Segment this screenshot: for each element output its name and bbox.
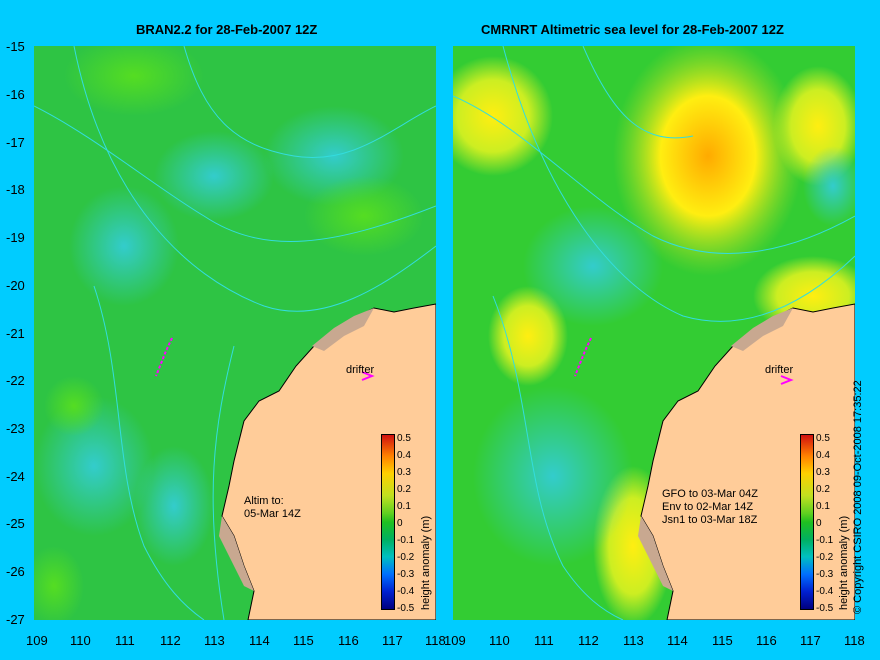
lon-tick: 112	[578, 633, 599, 648]
colorbar-tick: -0.4	[816, 586, 834, 597]
lat-tick: -15	[6, 39, 25, 54]
colorbar-tick: 0.5	[816, 433, 830, 444]
lat-tick: -26	[6, 564, 25, 579]
shark-bay-left	[219, 516, 254, 591]
colorbar-tick: 0	[397, 518, 403, 529]
left-panel-title: BRAN2.2 for 28-Feb-2007 12Z	[136, 22, 318, 37]
colorbar-tick: -0.5	[397, 603, 415, 614]
lon-tick: 115	[293, 633, 314, 648]
left-map	[34, 46, 436, 620]
lat-tick: -18	[6, 182, 25, 197]
lat-tick: -20	[6, 278, 25, 293]
colorbar-tick: -0.3	[397, 569, 415, 580]
lon-tick: 111	[115, 633, 135, 648]
lon-tick: 117	[800, 633, 821, 648]
lon-tick: 116	[338, 633, 359, 648]
colorbar-tick: -0.1	[397, 535, 415, 546]
lon-tick: 113	[623, 633, 644, 648]
colorbar-tick: -0.2	[397, 552, 415, 563]
colorbar-tick: -0.5	[816, 603, 834, 614]
colorbar-tick: 0.2	[816, 484, 830, 495]
right-drifter-label: drifter	[765, 364, 794, 376]
lon-tick: 114	[249, 633, 270, 648]
colorbar-tick: -0.2	[816, 552, 834, 563]
lon-tick: 110	[489, 633, 510, 648]
colorbar-tick: -0.3	[816, 569, 834, 580]
colorbar-ticks-left: 0.5 0.4 0.3 0.2 0.1 0 -0.1 -0.2 -0.3 -0.…	[397, 430, 414, 617]
colorbar-tick: -0.1	[816, 535, 834, 546]
drifter-track-left	[155, 337, 173, 377]
colorbar-right	[800, 434, 814, 610]
right-annotation-line: GFO to 03-Mar 04Z	[662, 488, 758, 500]
lon-tick: 117	[382, 633, 403, 648]
copyright-text: © Copyright CSIRO 2008 09-Oct-2008 17:35…	[852, 380, 864, 614]
lat-tick: -19	[6, 230, 25, 245]
lon-tick: 118	[844, 633, 865, 648]
right-panel-title: CMRNRT Altimetric sea level for 28-Feb-2…	[481, 22, 784, 37]
reef-left	[312, 308, 374, 351]
right-altim-annotation: GFO to 03-Mar 04Z Env to 02-Mar 14Z Jsn1…	[662, 488, 758, 527]
lat-tick: -25	[6, 516, 25, 531]
lon-tick: 115	[712, 633, 733, 648]
lat-tick: -21	[6, 326, 25, 341]
drifter-arrow-right	[780, 375, 794, 385]
lon-tick: 114	[667, 633, 688, 648]
colorbar-tick: -0.4	[397, 586, 415, 597]
colorbar-ticks-right: 0.5 0.4 0.3 0.2 0.1 0 -0.1 -0.2 -0.3 -0.…	[816, 430, 833, 617]
shark-bay-right	[638, 516, 673, 591]
colorbar-tick: 0.2	[397, 484, 411, 495]
lat-tick: -27	[6, 612, 25, 627]
lon-tick: 109	[26, 633, 48, 648]
colorbar-tick: 0.1	[397, 501, 411, 512]
lat-tick: -16	[6, 87, 25, 102]
colorbar-tick: 0.4	[397, 450, 411, 461]
right-annotation-line: Jsn1 to 03-Mar 18Z	[662, 514, 758, 526]
colorbar-tick: 0.5	[397, 433, 411, 444]
colorbar-label-left: height anomaly (m)	[420, 515, 432, 610]
lon-tick: 116	[756, 633, 777, 648]
lat-tick: -23	[6, 421, 25, 436]
lon-tick: 110	[70, 633, 91, 648]
colorbar-tick: 0.4	[816, 450, 830, 461]
lon-tick: 112	[160, 633, 181, 648]
lon-tick: 109	[444, 633, 466, 648]
colorbar-tick: 0	[816, 518, 822, 529]
colorbar-tick: 0.3	[397, 467, 411, 478]
lat-tick: -24	[6, 469, 25, 484]
lon-tick: 113	[204, 633, 225, 648]
right-map	[453, 46, 855, 620]
lat-tick: -17	[6, 135, 25, 150]
drifter-track-right	[574, 337, 592, 377]
colorbar-left	[381, 434, 395, 610]
left-altim-annotation: Altim to: 05-Mar 14Z	[244, 495, 301, 521]
colorbar-tick: 0.3	[816, 467, 830, 478]
left-annotation-line: 05-Mar 14Z	[244, 508, 301, 520]
lon-tick: 111	[534, 633, 554, 648]
colorbar-tick: 0.1	[816, 501, 830, 512]
right-annotation-line: Env to 02-Mar 14Z	[662, 501, 754, 513]
drifter-arrow-left	[361, 371, 375, 381]
lat-tick: -22	[6, 373, 25, 388]
left-annotation-line: Altim to:	[244, 495, 284, 507]
left-drifter-label: drifter	[346, 364, 375, 376]
reef-right	[731, 308, 793, 351]
colorbar-label-right: height anomaly (m)	[838, 515, 850, 610]
lon-tick: 118	[425, 633, 446, 648]
